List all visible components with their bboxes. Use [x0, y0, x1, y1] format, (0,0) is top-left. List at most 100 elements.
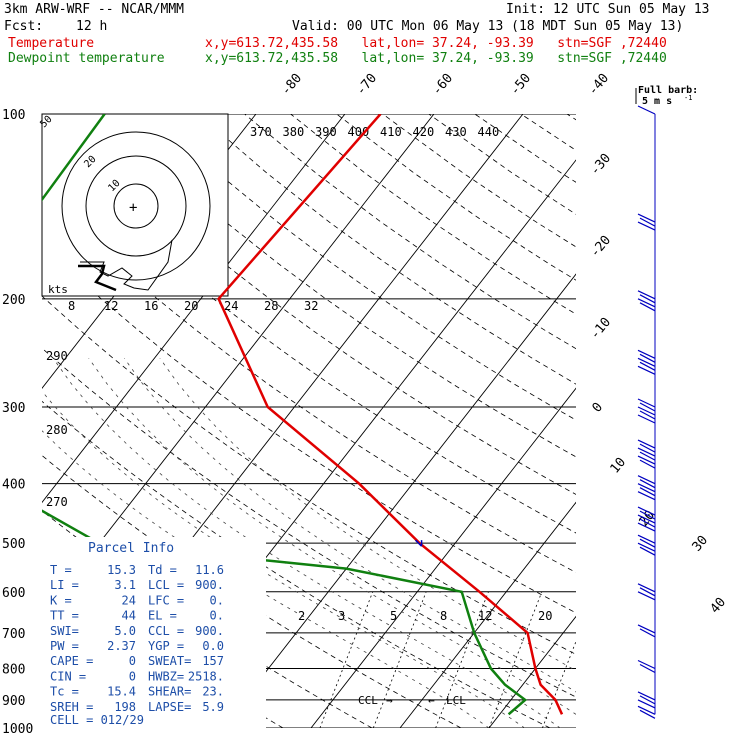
- mixing-ratio-label: 2: [298, 609, 305, 623]
- dry-adiabat-line: [520, 114, 576, 151]
- wind-barb: [637, 213, 656, 231]
- parcel-value: 0: [129, 669, 136, 683]
- parcel-info-background: [42, 537, 266, 728]
- wind-barb: [637, 691, 656, 709]
- wind-barb: [637, 398, 656, 424]
- parcel-value: 900.: [195, 624, 224, 638]
- wind-barb: [637, 534, 656, 556]
- theta-tick-label: 270: [46, 495, 68, 509]
- parcel-value: 44: [122, 609, 136, 623]
- mixing-ratio-line: [488, 591, 543, 728]
- isotherm-tick-label: -80: [279, 71, 306, 99]
- theta-tick-label: 440: [478, 125, 500, 139]
- wind-barb: [637, 705, 656, 719]
- parcel-key: SREH =: [50, 700, 93, 714]
- temperature-station-info: x,y=613.72,435.58 lat,lon= 37.24, -93.39…: [205, 36, 667, 51]
- parcel-value: 15.4: [107, 685, 136, 699]
- pressure-tick-label: 100: [2, 108, 25, 123]
- parcel-info-title: Parcel Info: [88, 541, 174, 556]
- parcel-value: 15.3: [107, 563, 136, 577]
- isotherm-tick-label: -20: [588, 233, 615, 261]
- fcst-value: 12 h: [76, 19, 108, 34]
- dry-adiabat-line: [42, 400, 551, 728]
- mixing-ratio-label: 5: [390, 609, 397, 623]
- pressure-tick-label: 1000: [2, 722, 33, 737]
- pressure-tick-label: 200: [2, 293, 25, 308]
- theta-tick-label: 400: [348, 125, 370, 139]
- hodograph-speed-label: 8: [68, 299, 75, 313]
- theta-tick-label: 430: [445, 125, 467, 139]
- isotherm-tick-label: -70: [354, 71, 381, 99]
- parcel-key: PW =: [50, 639, 79, 653]
- parcel-key: YGP =: [148, 639, 184, 653]
- dry-adiabat-line: [42, 142, 576, 534]
- dry-adiabat-line: [42, 454, 462, 728]
- lcl-label: LCL: [446, 694, 466, 707]
- parcel-marker: [415, 539, 423, 547]
- full-barb-title: Full barb:: [638, 85, 698, 96]
- parcel-key: T =: [50, 563, 72, 577]
- hodograph-speed-label: 32: [304, 299, 318, 313]
- dry-adiabat-line: [152, 114, 576, 421]
- parcel-value: 157: [202, 654, 224, 668]
- pressure-tick-label: 800: [2, 662, 25, 677]
- hodograph-speed-label: 28: [264, 299, 278, 313]
- isotherm-line: [42, 114, 346, 504]
- theta-tick-label: 370: [250, 125, 272, 139]
- isotherm-line: [221, 273, 576, 728]
- wind-barbs: [637, 105, 656, 719]
- wind-barb: [637, 439, 656, 469]
- parcel-key: SHEAR=: [148, 685, 191, 699]
- wind-barb: [637, 506, 656, 532]
- parcel-cell: CELL = 012/29: [50, 713, 144, 727]
- pressure-tick-label: 700: [2, 627, 25, 642]
- hodograph-speed-label: 16: [144, 299, 158, 313]
- moist-adiabat-line: [42, 430, 490, 728]
- hodograph-ring: [85, 155, 187, 257]
- theta-tick-label: 280: [46, 423, 68, 437]
- pressure-tick-label: 600: [2, 586, 25, 601]
- wind-barb: [637, 583, 656, 601]
- parcel-key: Tc =: [50, 685, 79, 699]
- wind-barb: [637, 290, 656, 312]
- isotherm-line: [399, 501, 576, 728]
- wind-barb: [637, 475, 656, 501]
- parcel-key: Td =: [148, 563, 177, 577]
- wind-barb: [637, 624, 656, 638]
- profiles: [42, 114, 564, 716]
- fcst-label: Fcst:: [4, 19, 44, 34]
- parcel-key: CCL =: [148, 624, 184, 638]
- dry-adiabat-line: [59, 114, 576, 495]
- hodograph-trace: [80, 239, 173, 291]
- dry-adiabat-line: [42, 192, 576, 573]
- moist-adiabat-line: [42, 390, 525, 728]
- mixing-ratio-line: [372, 591, 427, 728]
- parcel-key: CAPE =: [50, 654, 93, 668]
- isotherm-line: [578, 114, 740, 728]
- mixing-ratio-label: 12: [478, 609, 492, 623]
- mixing-ratio-label: 8: [440, 609, 447, 623]
- parcel-value: 23.: [202, 685, 224, 699]
- temperature-profile: [217, 114, 564, 715]
- isotherm-tick-label: -60: [430, 71, 457, 99]
- dry-adiabat-line: [42, 243, 576, 614]
- wind-barb: [637, 105, 656, 115]
- mixing-ratio-line: [435, 591, 489, 728]
- parcel-key: LI =: [50, 578, 79, 592]
- parcel-key: HWBZ=: [148, 669, 184, 683]
- isotherm-line: [42, 114, 435, 618]
- pressure-tick-label: 300: [2, 401, 25, 416]
- hodograph-ring: [113, 183, 159, 229]
- hodograph-speed-label: 24: [224, 299, 238, 313]
- isotherm-tick-label: -50: [508, 71, 535, 99]
- parcel-value: 900.: [195, 578, 224, 592]
- isotherm-tick-label: -30: [588, 151, 615, 179]
- init-time: Init: 12 UTC Sun 05 May 13: [506, 2, 710, 17]
- parcel-value: 198: [114, 700, 136, 714]
- isotherm-line: [488, 615, 576, 728]
- theta-tick-label: 410: [380, 125, 402, 139]
- wind-barb: [637, 659, 656, 674]
- isotherm-tick-label: 0: [590, 400, 607, 416]
- parcel-key: LAPSE=: [148, 700, 191, 714]
